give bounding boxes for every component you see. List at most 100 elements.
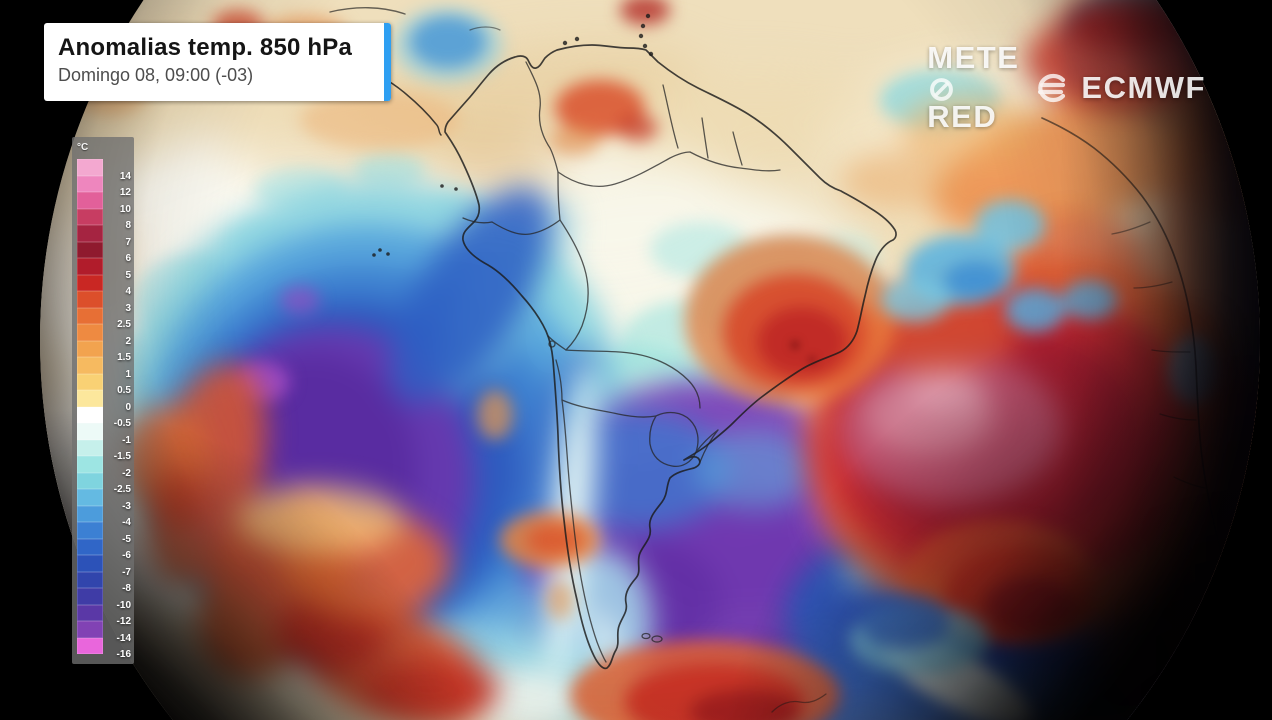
- legend-color-block: [77, 571, 103, 588]
- map-title: Anomalias temp. 850 hPa: [58, 34, 353, 61]
- legend-color-block: [77, 456, 103, 473]
- legend-tick-label: -14: [116, 632, 131, 644]
- legend-entry: -10: [77, 588, 134, 611]
- meteored-text-prefix: METE: [927, 40, 1020, 75]
- legend-entry: -1: [77, 423, 134, 446]
- legend-entry: 2: [77, 324, 134, 347]
- legend-entry: -16: [77, 637, 134, 660]
- legend-entry: -0.5: [77, 406, 134, 429]
- legend-entry: -2: [77, 456, 134, 479]
- legend-color-block: [77, 159, 103, 176]
- legend-color-block: [77, 192, 103, 209]
- legend-color-block: [77, 274, 103, 291]
- legend-entry: 4: [77, 274, 134, 297]
- legend-tick-label: 4: [125, 286, 131, 297]
- legend-color-block: [77, 208, 103, 225]
- legend-color-scale: 14 12 10 8 7 6 5 4 3 2.5 2 1.5 1 0.5 0 -0.5 -1 -1.5 -2 -2.5…: [77, 159, 134, 660]
- legend-tick-label: -10: [116, 599, 131, 611]
- legend-tick-label: 1: [125, 368, 131, 380]
- legend-tick-label: -12: [116, 616, 131, 627]
- legend-tick-label: -3: [122, 500, 131, 512]
- legend-tick-label: -7: [122, 566, 131, 578]
- legend-tick-label: 0.5: [117, 385, 131, 396]
- legend-entry: -5: [77, 522, 134, 545]
- legend-tick-label: -8: [122, 583, 131, 594]
- legend-tick-label: 10: [119, 203, 131, 215]
- legend-entry: -4: [77, 505, 134, 528]
- legend-entry: 1: [77, 357, 134, 380]
- legend-tick-label: 0: [125, 401, 131, 413]
- legend-color-block: [77, 175, 103, 192]
- legend-tick-label: -16: [116, 649, 131, 660]
- legend-tick-label: 8: [125, 220, 131, 231]
- map-datetime: Domingo 08, 09:00 (-03): [58, 65, 254, 85]
- legend-entry: 1.5: [77, 340, 134, 363]
- legend-color-block: [77, 406, 103, 423]
- legend-color-block: [77, 357, 103, 374]
- legend-color-block: [77, 258, 103, 275]
- meteored-o-icon: [930, 78, 954, 101]
- legend-color-block: [77, 439, 103, 456]
- legend-tick-label: -2: [122, 467, 131, 479]
- legend-color-block: [77, 241, 103, 258]
- legend-color-block: [77, 588, 103, 605]
- legend-tick-label: 1.5: [117, 352, 131, 363]
- legend-entry: 0.5: [77, 373, 134, 396]
- legend-color-block: [77, 340, 103, 357]
- meteored-text-suffix: RED: [927, 99, 998, 134]
- legend-tick-label: -2.5: [113, 484, 131, 495]
- legend-color-block: [77, 472, 103, 489]
- legend-entry: 8: [77, 208, 134, 231]
- title-box: Anomalias temp. 850 hPa Domingo 08, 09:0…: [44, 23, 391, 101]
- legend-color-block: [77, 538, 103, 555]
- legend-entry: 5: [77, 258, 134, 281]
- legend-tick-label: 7: [125, 236, 131, 248]
- legend-color-block: [77, 291, 103, 308]
- legend-tick-label: -1: [122, 434, 131, 446]
- legend-tick-label: 2.5: [117, 319, 131, 330]
- legend-color-block: [77, 324, 103, 341]
- legend-color-block: [77, 505, 103, 522]
- legend-unit-label: °C: [77, 142, 89, 153]
- legend-tick-label: -4: [122, 517, 131, 528]
- watermark: METE RED ECMWF: [927, 40, 1206, 135]
- legend-tick-label: 14: [119, 170, 131, 182]
- legend-tick-label: -0.5: [113, 418, 131, 429]
- meteored-logo: METE RED: [927, 40, 1019, 135]
- legend-entry: 12: [77, 175, 134, 198]
- legend-tick-label: 3: [125, 302, 131, 314]
- legend-tick-label: 6: [125, 253, 131, 264]
- legend-color-block: [77, 225, 103, 242]
- legend-entry: 3: [77, 291, 134, 314]
- legend-entry: -2.5: [77, 472, 134, 495]
- legend-entry: -3: [77, 489, 134, 512]
- legend-entry: 10: [77, 192, 134, 215]
- legend-color-block: [77, 390, 103, 407]
- legend-tick-label: 5: [125, 269, 131, 281]
- legend-entry: 2.5: [77, 307, 134, 330]
- legend-color-block: [77, 637, 103, 654]
- legend-tick-label: -5: [122, 533, 131, 545]
- legend-color-block: [77, 373, 103, 390]
- legend-color-block: [77, 522, 103, 539]
- ecmwf-icon: [1038, 73, 1066, 102]
- legend-entry: 7: [77, 225, 134, 248]
- legend-entry: 6: [77, 241, 134, 264]
- legend-tick-label: -6: [122, 550, 131, 561]
- legend-entry: -12: [77, 604, 134, 627]
- legend-entry: 0: [77, 390, 134, 413]
- ecmwf-logo-text: ECMWF: [1081, 69, 1206, 105]
- legend-tick-label: 12: [119, 187, 131, 198]
- legend-tick-label: -1.5: [113, 451, 131, 462]
- legend-color-block: [77, 621, 103, 638]
- legend-tick-label: 2: [125, 335, 131, 347]
- temperature-legend: °C 14 12 10 8 7 6 5 4 3 2.5 2 1.5 1 0.5 0 -0.5 -1 -1.5 -2 -…: [72, 137, 134, 664]
- legend-color-block: [77, 555, 103, 572]
- legend-entry: -7: [77, 555, 134, 578]
- legend-color-block: [77, 604, 103, 621]
- legend-color-block: [77, 423, 103, 440]
- legend-entry: -8: [77, 571, 134, 594]
- title-accent-bar: [384, 23, 391, 101]
